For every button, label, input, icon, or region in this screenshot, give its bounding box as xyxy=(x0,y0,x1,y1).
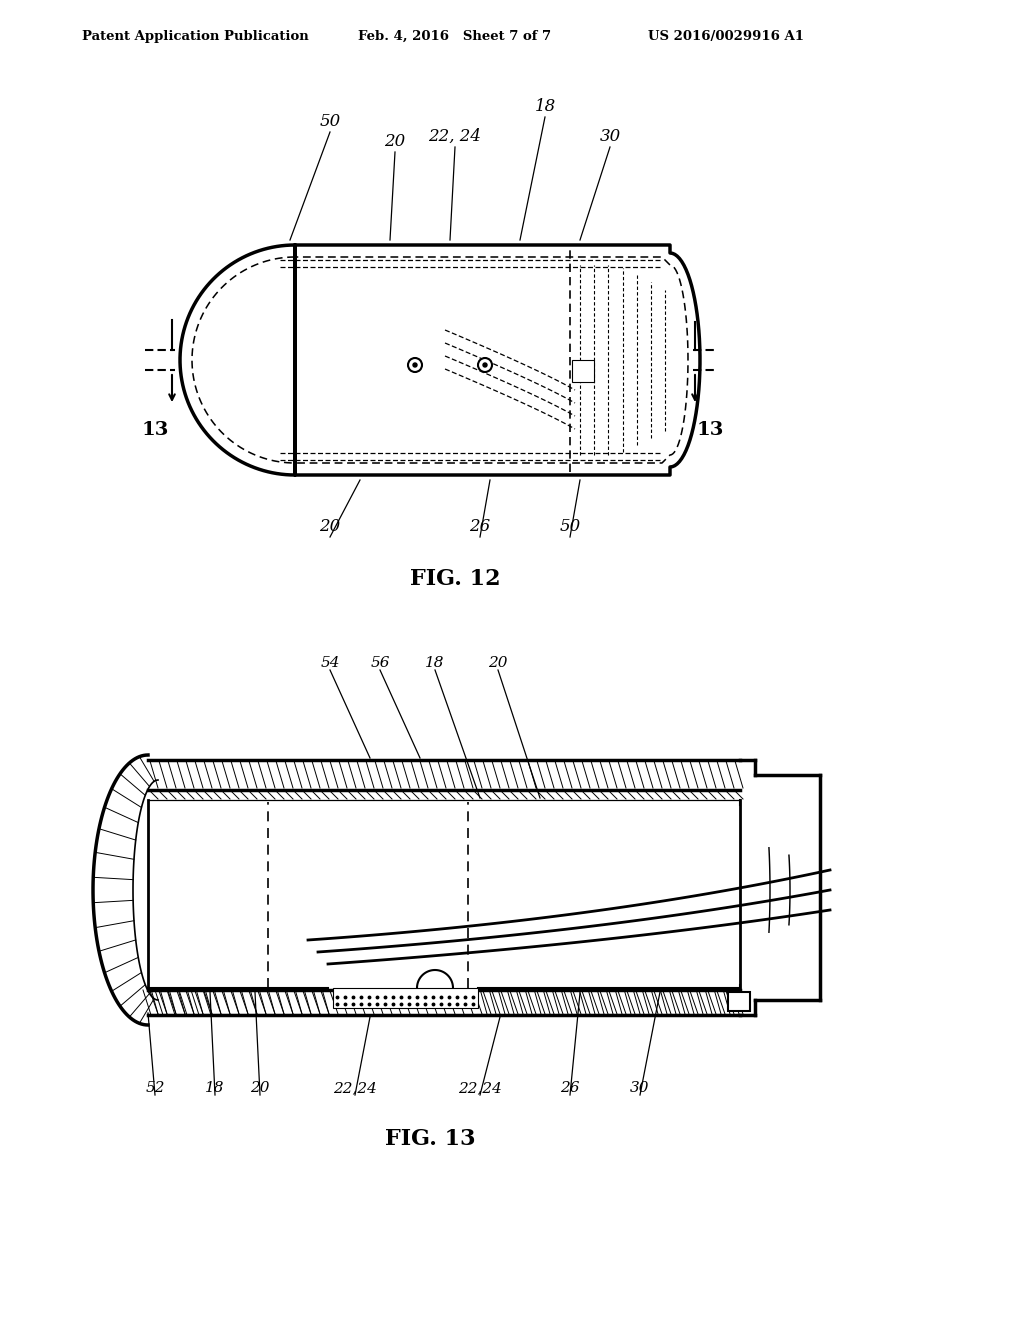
Text: Patent Application Publication: Patent Application Publication xyxy=(82,30,309,44)
Text: US 2016/0029916 A1: US 2016/0029916 A1 xyxy=(648,30,804,44)
Text: FIG. 12: FIG. 12 xyxy=(410,568,501,590)
Text: 13: 13 xyxy=(696,421,724,440)
Text: 20: 20 xyxy=(384,133,406,150)
Text: 20: 20 xyxy=(488,656,508,671)
Circle shape xyxy=(483,363,487,367)
Text: 52: 52 xyxy=(145,1081,165,1096)
Text: 13: 13 xyxy=(141,421,169,440)
Text: 56: 56 xyxy=(371,656,390,671)
Text: 22,24: 22,24 xyxy=(333,1081,377,1096)
Circle shape xyxy=(413,363,417,367)
Text: 20: 20 xyxy=(319,517,341,535)
Text: 26: 26 xyxy=(560,1081,580,1096)
Text: 54: 54 xyxy=(321,656,340,671)
Text: 18: 18 xyxy=(535,98,556,115)
Text: FIG. 13: FIG. 13 xyxy=(385,1129,475,1150)
Circle shape xyxy=(478,358,492,372)
Bar xyxy=(728,993,750,1011)
Bar xyxy=(333,987,478,1008)
Text: 50: 50 xyxy=(319,114,341,129)
Text: 18: 18 xyxy=(205,1081,224,1096)
Bar xyxy=(572,360,594,381)
Text: 26: 26 xyxy=(469,517,490,535)
Text: 50: 50 xyxy=(559,517,581,535)
Text: 22,24: 22,24 xyxy=(458,1081,502,1096)
Text: 30: 30 xyxy=(599,128,621,145)
Text: 18: 18 xyxy=(425,656,444,671)
Text: 20: 20 xyxy=(250,1081,269,1096)
Text: 22, 24: 22, 24 xyxy=(428,128,481,145)
Circle shape xyxy=(408,358,422,372)
Text: Feb. 4, 2016   Sheet 7 of 7: Feb. 4, 2016 Sheet 7 of 7 xyxy=(358,30,551,44)
Text: 30: 30 xyxy=(630,1081,650,1096)
